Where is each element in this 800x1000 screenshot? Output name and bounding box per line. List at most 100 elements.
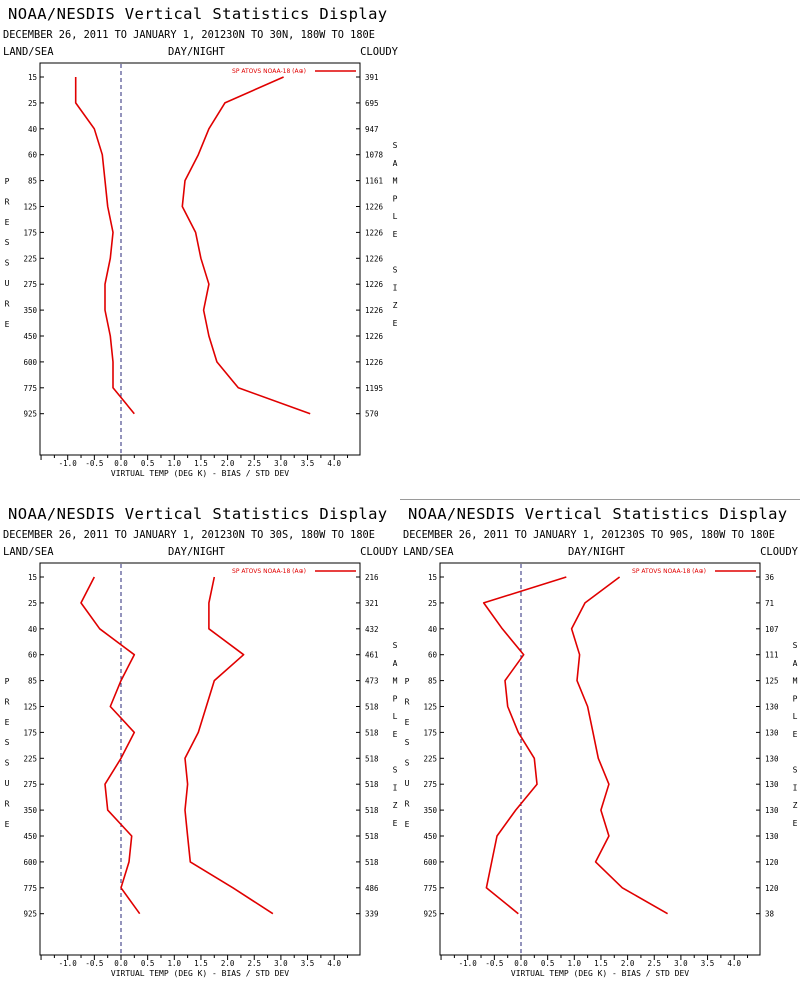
pressure-label: 60 <box>28 651 38 660</box>
sample-size-label: 130 <box>765 703 779 712</box>
sample-axis-letter: P <box>393 194 398 203</box>
pressure-axis-letter: E <box>405 820 410 829</box>
chart-subtitle: DECEMBER 26, 2011 TO JANUARY 1, 201230N … <box>3 529 375 541</box>
x-tick-label: 0.5 <box>141 459 155 468</box>
sample-axis-letter: L <box>393 712 398 721</box>
pressure-label: 15 <box>28 573 37 582</box>
sample-size-label: 695 <box>365 99 379 108</box>
sample-size-label: 130 <box>765 728 779 737</box>
sample-axis-letter: E <box>393 319 398 328</box>
sample-size-label: 216 <box>365 573 379 582</box>
pressure-label: 600 <box>23 358 37 367</box>
sample-axis-letter: S <box>393 641 398 650</box>
pressure-axis-letter: U <box>5 279 10 288</box>
pressure-label: 125 <box>423 703 437 712</box>
sample-size-label: 518 <box>365 754 379 763</box>
pressure-label: 85 <box>428 677 437 686</box>
sample-size-label: 339 <box>365 910 379 919</box>
x-tick-label: 2.0 <box>221 959 235 968</box>
sample-size-label: 432 <box>365 625 379 634</box>
sample-size-label: 38 <box>765 910 775 919</box>
plot-frame <box>439 562 761 956</box>
x-tick-label: 3.0 <box>674 959 688 968</box>
header-cloudy: CLOUDY <box>360 46 398 58</box>
pressure-axis-letter: E <box>5 218 10 227</box>
sample-axis-letter: M <box>393 677 398 686</box>
sample-axis-letter: E <box>393 819 398 828</box>
header-land-sea: LAND/SEA <box>3 46 54 58</box>
pressure-label: 600 <box>23 858 37 867</box>
sample-size-label: 461 <box>365 651 379 660</box>
sample-size-label: 1226 <box>365 254 384 263</box>
x-tick-label: -0.5 <box>485 959 503 968</box>
sample-axis-letter: L <box>793 712 798 721</box>
x-tick-label: 2.0 <box>221 459 235 468</box>
x-tick-label: 2.5 <box>647 959 661 968</box>
pressure-axis-letter: S <box>405 738 410 747</box>
sample-size-label: 518 <box>365 832 379 841</box>
sample-axis-letter: A <box>793 659 798 668</box>
pressure-label: 15 <box>428 573 437 582</box>
sample-size-label: 391 <box>365 73 379 82</box>
sample-axis-letter: Z <box>393 301 398 310</box>
x-tick-label: 3.5 <box>301 959 315 968</box>
sample-size-label: 120 <box>765 884 779 893</box>
pressure-label: 125 <box>23 203 37 212</box>
legend-label: SP ATOVS NOAA-18 (A⊕) <box>232 68 306 75</box>
chart-panel-3: NOAA/NESDIS Vertical Statistics Display … <box>400 500 800 1000</box>
sample-size-label: 130 <box>765 832 779 841</box>
pressure-axis-letter: R <box>405 799 410 808</box>
sample-size-label: 71 <box>765 599 774 608</box>
pressure-label: 450 <box>23 332 37 341</box>
pressure-axis-letter: R <box>5 197 10 206</box>
series-line-std-dev <box>570 576 668 915</box>
sample-size-label: 1226 <box>365 358 384 367</box>
sample-size-label: 130 <box>765 806 779 815</box>
header-land-sea: LAND/SEA <box>403 546 454 558</box>
header-cloudy: CLOUDY <box>760 546 798 558</box>
sample-axis-letter: M <box>393 177 398 186</box>
plot-frame <box>39 62 361 456</box>
sample-size-label: 518 <box>365 858 379 867</box>
x-tick-label: 1.5 <box>194 959 208 968</box>
header-day-night: DAY/NIGHT <box>568 546 625 558</box>
x-tick-label: 4.0 <box>327 459 341 468</box>
pressure-label: 25 <box>28 99 37 108</box>
sample-size-label: 1226 <box>365 228 384 237</box>
series-line-bias <box>74 77 135 415</box>
pressure-label: 175 <box>23 728 37 737</box>
pressure-axis-letter: E <box>5 320 10 329</box>
sample-size-label: 518 <box>365 703 379 712</box>
chart-subtitle: DECEMBER 26, 2011 TO JANUARY 1, 201230S … <box>403 529 775 541</box>
pressure-axis-letter: S <box>405 759 410 768</box>
x-tick-label: -1.0 <box>459 959 478 968</box>
plot-area: -1.0 -0.5 0.0 0.5 1.0 1.5 2.0 2.5 3.0 3.5 4.0 VIRTU… <box>5 62 398 478</box>
sample-size-label: 321 <box>365 599 379 608</box>
plot-area: -1.0 -0.5 0.0 0.5 1.0 1.5 2.0 2.5 3.0 3.5 4.0 VIRTU… <box>5 562 398 978</box>
x-tick-label: 0.0 <box>114 459 128 468</box>
pressure-label: 275 <box>23 280 37 289</box>
sample-axis-letter: E <box>793 819 798 828</box>
pressure-axis-letter: R <box>405 697 410 706</box>
pressure-axis-letter: S <box>5 259 10 268</box>
x-tick-label: -0.5 <box>85 959 103 968</box>
pressure-axis-letter: U <box>5 779 10 788</box>
pressure-axis-letter: R <box>5 799 10 808</box>
sample-size-label: 1226 <box>365 332 384 341</box>
pressure-label: 225 <box>23 254 37 263</box>
pressure-label: 40 <box>28 125 38 134</box>
pressure-label: 925 <box>423 910 437 919</box>
pressure-axis-letter: P <box>405 677 410 686</box>
header-day-night: DAY/NIGHT <box>168 46 225 58</box>
pressure-label: 350 <box>23 306 37 315</box>
pressure-label: 25 <box>28 599 37 608</box>
pressure-label: 450 <box>423 832 437 841</box>
sample-axis-letter: I <box>393 783 398 792</box>
sample-size-label: 570 <box>365 410 379 419</box>
x-tick-label: 1.5 <box>194 459 208 468</box>
sample-axis-letter: S <box>793 641 798 650</box>
sample-size-label: 518 <box>365 728 379 737</box>
series-line-std-dev <box>181 76 311 415</box>
pressure-label: 85 <box>28 677 37 686</box>
pressure-label: 25 <box>428 599 437 608</box>
